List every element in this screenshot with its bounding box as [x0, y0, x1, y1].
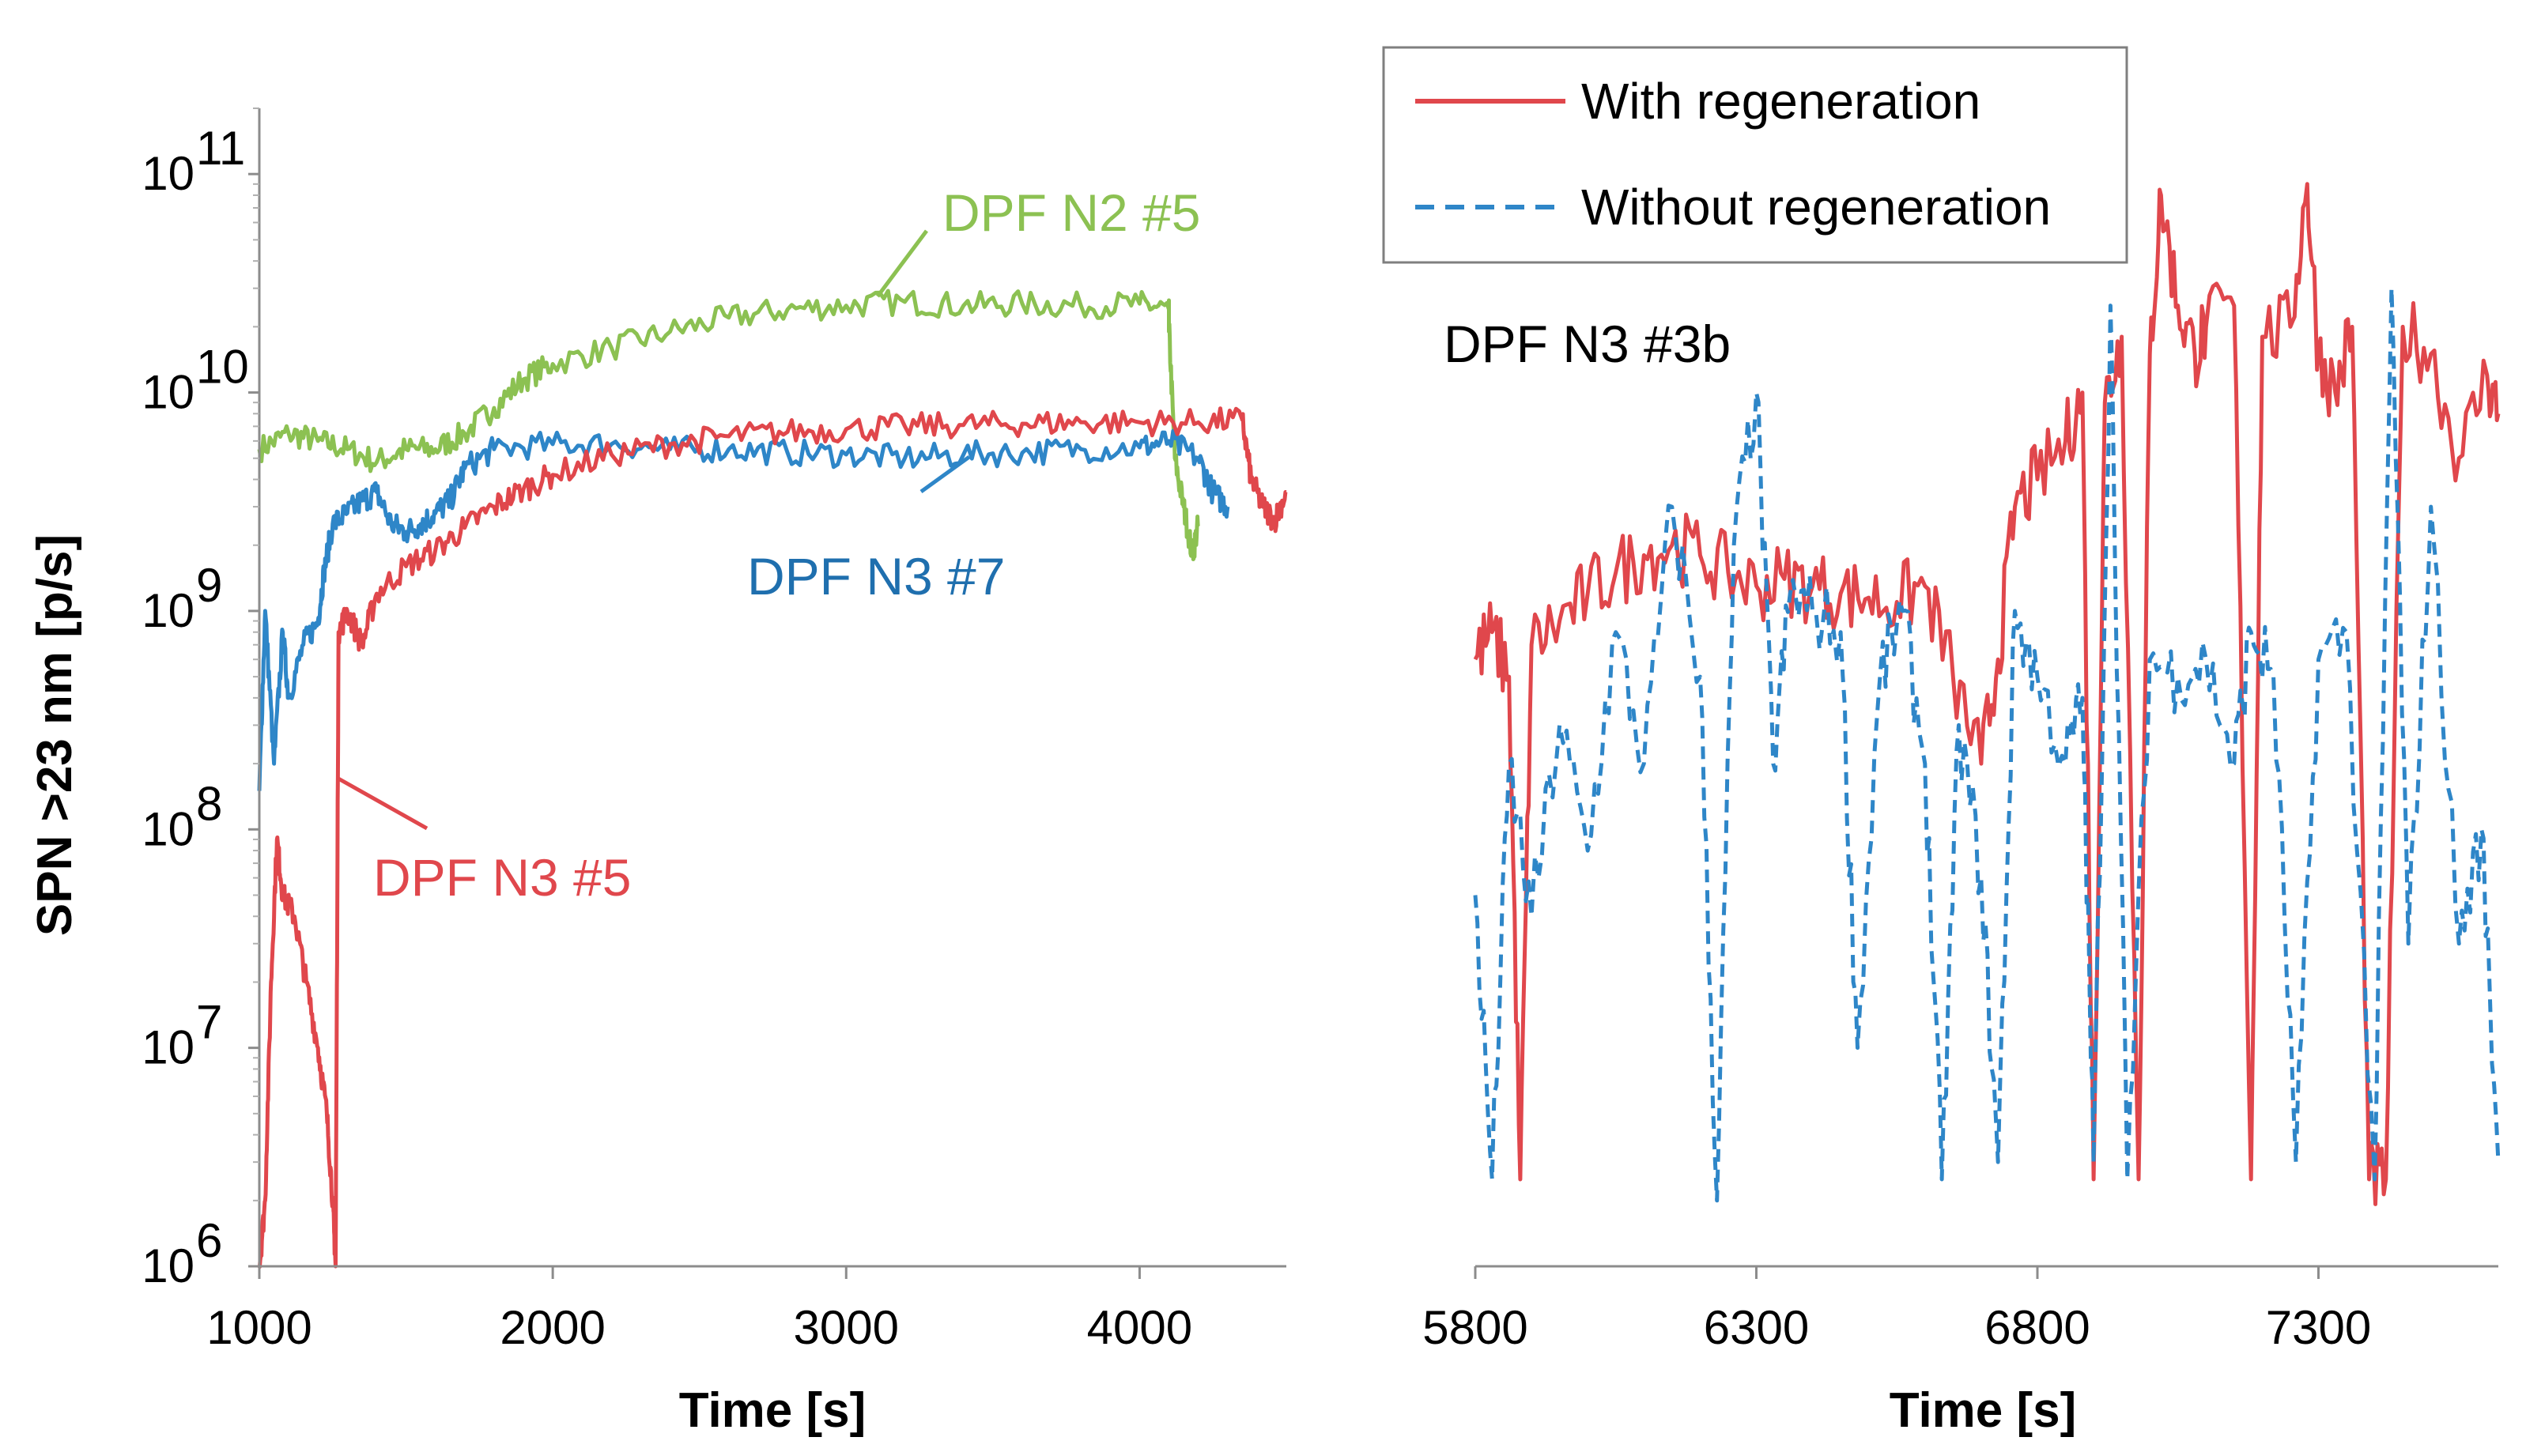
left-x-tick-label: 3000 [794, 1301, 899, 1354]
left-x-tick-label: 1000 [206, 1301, 312, 1354]
leader-line-dpf-n3-5 [337, 776, 429, 831]
left-y-tick-exponent: 8 [196, 777, 222, 830]
annotation-dpf-n2-5: DPF N2 #5 [942, 183, 1200, 242]
left-x-tick-label: 2000 [500, 1301, 605, 1354]
legend-label-without-regeneration: Without regeneration [1581, 179, 2051, 236]
series-line-dpf-n3-7 [257, 428, 1230, 791]
left-y-tick-label: 10 [142, 147, 194, 200]
right-x-axis-title: Time [s] [1890, 1383, 2077, 1438]
right-x-tick-label: 5800 [1422, 1301, 1527, 1354]
legend-box [1382, 46, 2128, 264]
annotation-dpf-n3-3b: DPF N3 #3b [1444, 315, 1731, 373]
left-y-tick-exponent: 10 [196, 341, 249, 394]
right-x-tick-label: 6300 [1704, 1301, 1809, 1354]
left-y-tick-exponent: 11 [196, 122, 245, 175]
right-x-tick-label: 6800 [1984, 1301, 2090, 1354]
left-y-axis-title: SPN >23 nm [p/s] [28, 534, 82, 936]
series-line-dpf-n2-5 [257, 289, 1200, 561]
annotation-dpf-n3-5: DPF N3 #5 [373, 848, 631, 907]
left-x-axis-title: Time [s] [679, 1383, 867, 1438]
series-line-with-regeneration [1473, 182, 2501, 1206]
leader-line-dpf-n2-5 [875, 229, 929, 298]
series-line-without-regeneration [1473, 286, 2501, 1203]
left-x-tick-label: 4000 [1087, 1301, 1192, 1354]
left-y-tick-label: 10 [142, 366, 194, 419]
right-x-tick-label: 7300 [2266, 1301, 2371, 1354]
left-series-group [257, 289, 1288, 1269]
left-y-tick-exponent: 7 [196, 996, 222, 1049]
left-y-tick-label: 10 [142, 1021, 194, 1074]
right-series-group [1473, 182, 2501, 1206]
legend: With regeneration Without regeneration [1382, 46, 2128, 264]
left-y-tick-exponent: 9 [196, 559, 222, 612]
leader-line-dpf-n3-7 [919, 455, 971, 494]
left-y-tick-label: 10 [142, 1239, 194, 1292]
series-line-dpf-n3-5 [258, 406, 1288, 1269]
legend-label-with-regeneration: With regeneration [1581, 73, 1980, 130]
left-y-tick-exponent: 6 [196, 1214, 222, 1267]
left-y-tick-label: 10 [142, 584, 194, 637]
left-y-tick-label: 10 [142, 802, 194, 855]
left-x-ticks: 1000 2000 3000 4000 [206, 1266, 1192, 1354]
annotation-dpf-n3-7: DPF N3 #7 [747, 547, 1005, 605]
right-chart-panel: 5800 6300 6800 7300 Time [s] DPF N3 #3b Wit… [1382, 46, 2501, 1438]
right-x-ticks: 5800 6300 6800 7300 [1422, 1266, 2371, 1354]
